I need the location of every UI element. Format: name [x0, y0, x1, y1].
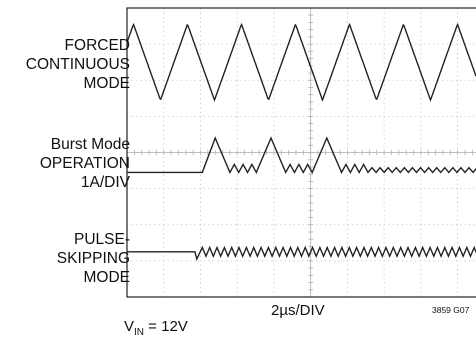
- channel-1-label-line: CONTINUOUS: [25, 56, 130, 73]
- burst-mode-waveform: [127, 136, 476, 174]
- condition-value: = 12V: [144, 318, 188, 335]
- forced-continuous-waveform: [126, 22, 476, 102]
- condition-label: VIN = 12V: [124, 318, 188, 338]
- channel-2-label-line: OPERATION: [39, 155, 130, 172]
- channel-1-label: FORCED CONTINUOUS MODE: [26, 36, 130, 93]
- channel-3-label-line: MODE: [83, 269, 131, 286]
- channel-3-label-line: SKIPPING: [56, 250, 130, 267]
- channel-2-label: Burst Mode OPERATION 1A/DIV: [40, 135, 130, 192]
- pulse-skipping-waveform: [127, 245, 476, 262]
- figure-id: 3859 G07: [432, 305, 470, 315]
- grid: [126, 7, 476, 298]
- condition-symbol: V: [124, 318, 135, 335]
- oscilloscope-plot: [126, 7, 476, 298]
- channel-3-label-line: PULSE-: [74, 231, 130, 248]
- time-scale-label: 2µs/DIV: [271, 302, 325, 319]
- channel-1-label-line: FORCED: [64, 37, 130, 54]
- channel-1-label-line: MODE: [83, 75, 131, 92]
- condition-subscript: IN: [134, 327, 145, 338]
- plot-frame: [126, 7, 476, 298]
- channel-2-label-line: 1A/DIV: [80, 174, 130, 191]
- channel-3-label: PULSE- SKIPPING MODE: [57, 230, 130, 287]
- channel-2-label-line: Burst Mode: [50, 136, 130, 153]
